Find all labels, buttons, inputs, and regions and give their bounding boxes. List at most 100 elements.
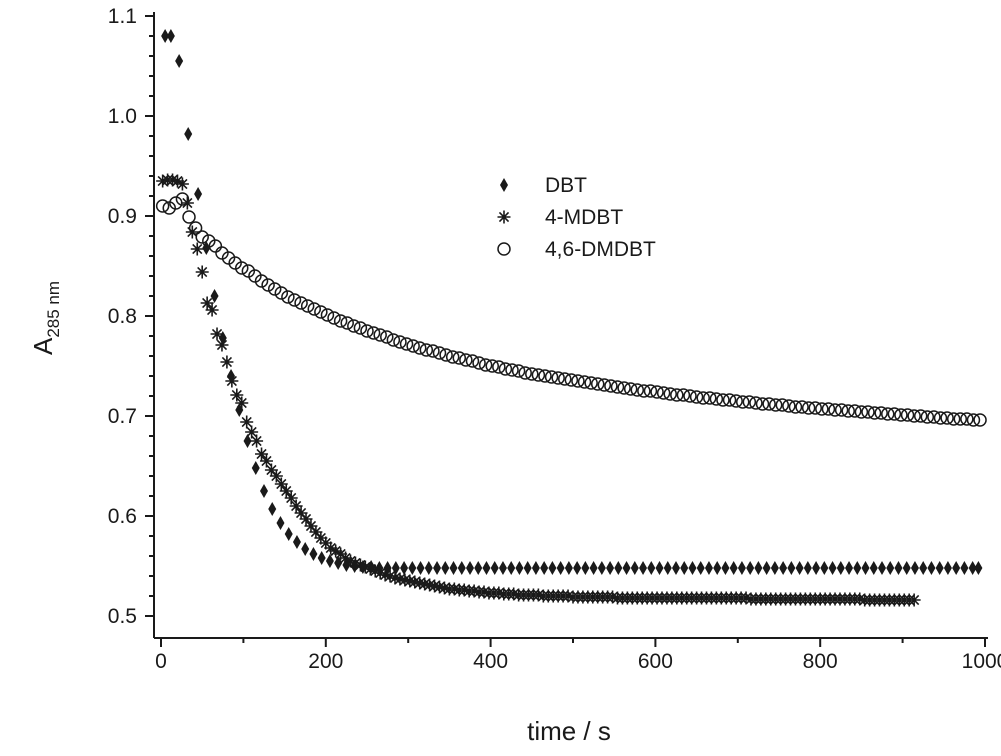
data-point	[523, 561, 532, 575]
data-point	[647, 561, 656, 575]
data-point	[261, 278, 275, 292]
data-point	[375, 561, 384, 575]
data-point	[836, 561, 845, 575]
data-point	[713, 561, 722, 575]
data-point	[606, 561, 615, 575]
data-point	[688, 561, 697, 575]
data-point	[887, 407, 902, 421]
data-point	[175, 192, 190, 206]
data-point	[274, 477, 288, 491]
data-point	[210, 327, 224, 341]
data-point	[845, 561, 854, 575]
data-point	[762, 561, 771, 575]
data-point	[834, 403, 849, 417]
data-point	[465, 354, 480, 368]
data-point	[953, 412, 968, 426]
data-point	[927, 410, 941, 424]
data-point	[175, 177, 189, 191]
data-point	[289, 499, 303, 513]
data-point	[324, 541, 338, 555]
data-point	[735, 395, 750, 409]
data-point	[235, 403, 244, 417]
data-point	[663, 561, 672, 575]
data-point	[913, 409, 928, 423]
data-point	[558, 372, 572, 386]
data-point	[630, 561, 639, 575]
data-point	[378, 568, 392, 582]
data-point	[215, 338, 229, 352]
data-point	[696, 391, 710, 405]
data-point	[452, 351, 467, 365]
data-point	[960, 412, 974, 426]
data-point	[722, 393, 737, 407]
data-point	[294, 296, 308, 310]
data-point	[391, 561, 400, 575]
data-point	[643, 384, 658, 398]
data-point	[243, 434, 252, 448]
data-point	[340, 316, 354, 330]
data-point	[754, 561, 763, 575]
data-point	[874, 406, 888, 420]
data-point	[703, 391, 717, 405]
data-point	[366, 326, 381, 340]
data-point	[531, 561, 540, 575]
legend-symbol	[497, 242, 511, 256]
data-point	[604, 379, 618, 393]
data-point	[350, 559, 359, 573]
axes	[153, 12, 988, 639]
data-point	[801, 401, 816, 415]
data-point	[439, 348, 453, 362]
data-point	[466, 561, 474, 575]
y-axis-title-main: A	[28, 337, 58, 355]
series-0	[161, 29, 983, 575]
data-point	[531, 368, 546, 382]
data-point	[775, 398, 790, 412]
data-point	[581, 561, 590, 575]
x-tick-label: 400	[473, 650, 508, 673]
data-point	[457, 583, 471, 597]
data-point	[770, 561, 779, 575]
data-point	[974, 561, 983, 575]
data-point	[380, 330, 394, 344]
data-point	[650, 385, 664, 399]
data-point	[518, 366, 532, 380]
data-point	[637, 384, 651, 398]
data-point	[886, 561, 895, 575]
data-point	[447, 582, 461, 596]
data-point	[564, 561, 573, 575]
data-point	[400, 561, 409, 575]
data-point	[383, 569, 397, 583]
data-point	[683, 389, 697, 403]
data-point	[861, 561, 870, 575]
data-point	[935, 561, 944, 575]
data-point	[155, 199, 170, 213]
data-point	[474, 561, 483, 575]
data-point	[433, 561, 442, 575]
data-point	[894, 408, 908, 422]
data-point	[156, 174, 170, 188]
data-point	[940, 411, 954, 425]
data-point	[428, 579, 442, 593]
data-point	[406, 339, 420, 353]
data-point	[795, 400, 809, 414]
data-point	[180, 196, 194, 210]
data-point	[218, 331, 227, 345]
data-point	[274, 286, 289, 300]
data-point	[622, 561, 631, 575]
data-point	[505, 363, 519, 377]
legend-label-4-6-dmdbt: 4,6-DMDBT	[545, 238, 656, 261]
data-point	[393, 572, 407, 586]
data-point	[230, 388, 244, 402]
data-point	[910, 561, 919, 575]
data-point	[820, 561, 829, 575]
data-point	[399, 337, 414, 351]
data-point	[617, 381, 631, 395]
y-tick-label: 0.9	[108, 205, 137, 228]
data-point	[584, 376, 598, 390]
data-point	[815, 402, 829, 416]
data-point	[472, 356, 486, 370]
data-point	[538, 369, 552, 383]
data-point	[571, 374, 585, 388]
data-point	[762, 397, 776, 411]
